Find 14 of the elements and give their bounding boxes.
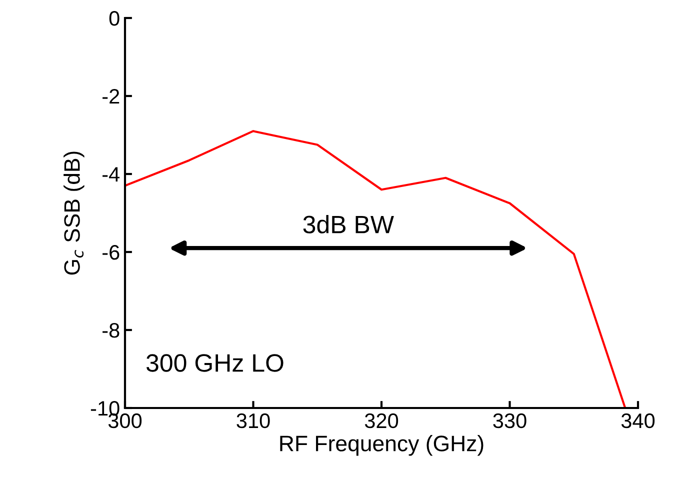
x-tick-label: 330 <box>493 413 526 428</box>
annotation: 300 GHz LO <box>146 354 284 372</box>
y-tick-label: -2 <box>102 89 120 104</box>
x-axis-title: RF Frequency (GHz) <box>280 435 484 456</box>
y-tick-label: -4 <box>102 167 120 182</box>
y-axis-title: G$_{c}$ SSB (dB) <box>64 152 84 275</box>
annotation: 3dB BW <box>303 215 394 234</box>
x-tick-label: 340 <box>621 413 655 428</box>
x-tick-label: 310 <box>236 413 270 428</box>
line-series <box>125 130 626 408</box>
y-tick-label: -6 <box>102 245 120 260</box>
y-tick-label: 0 <box>109 11 120 26</box>
y-tick-label: -8 <box>102 323 120 338</box>
x-tick-label: 320 <box>364 413 398 428</box>
